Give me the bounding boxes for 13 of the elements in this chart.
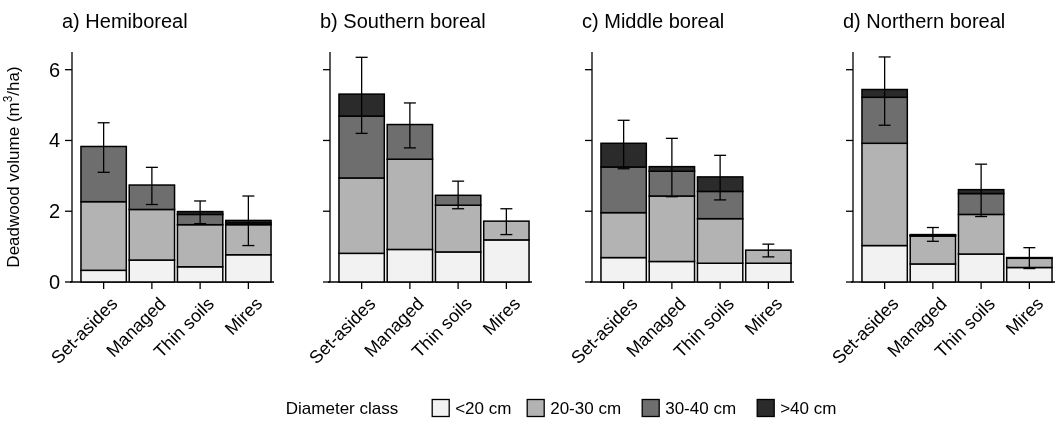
legend-title: Diameter class [285, 398, 399, 418]
y-tick-label: 4 [48, 129, 60, 152]
legend-label: <20 cm [455, 398, 512, 418]
chart-title: b) Southern boreal [320, 10, 486, 32]
y-tick-label: 0 [48, 271, 60, 293]
chart-title: d) Northern boreal [843, 10, 1006, 32]
y-tick-label: 6 [48, 58, 60, 81]
chart-title: a) Hemiboreal [62, 10, 188, 32]
chart-title: c) Middle boreal [582, 10, 725, 32]
legend-label: 20-30 cm [550, 398, 622, 418]
legend-label: >40 cm [780, 398, 837, 418]
y-tick-label: 2 [48, 200, 60, 223]
legend-label: 30-40 cm [665, 398, 737, 418]
